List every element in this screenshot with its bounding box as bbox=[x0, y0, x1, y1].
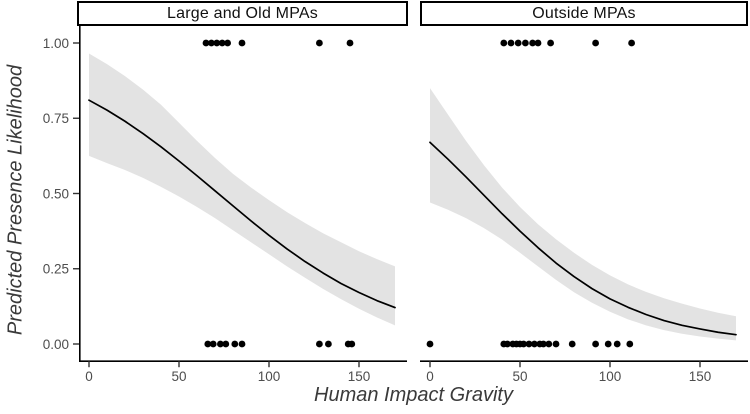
data-point-presence bbox=[316, 39, 323, 47]
data-point-absence bbox=[325, 340, 332, 348]
x-axis-tick-label: 0 bbox=[426, 369, 434, 384]
facet-strip-outside-mpas: Outside MPAs bbox=[420, 1, 748, 26]
data-point-presence bbox=[534, 39, 542, 47]
data-point-absence bbox=[540, 340, 547, 348]
data-point-absence bbox=[504, 340, 511, 348]
data-point-absence bbox=[531, 340, 538, 348]
y-axis-title: Predicted Presence Likelihood bbox=[4, 64, 27, 336]
data-point-absence bbox=[426, 340, 434, 348]
data-point-presence bbox=[522, 39, 529, 47]
data-point-absence bbox=[626, 340, 634, 348]
plot-panel-large-old-mpas: 0 50 100 150 bbox=[79, 26, 407, 384]
x-axis-tick-label: 100 bbox=[258, 369, 281, 384]
data-point-presence bbox=[346, 39, 354, 47]
confidence-ribbon bbox=[430, 88, 736, 341]
data-point-presence bbox=[514, 39, 522, 47]
data-point-absence bbox=[520, 340, 527, 348]
fit-curve bbox=[429, 141, 737, 336]
data-point-presence bbox=[547, 39, 554, 47]
data-point-absence bbox=[238, 340, 246, 348]
facet-title: Outside MPAs bbox=[532, 4, 636, 22]
data-point-absence bbox=[204, 340, 212, 348]
y-axis-tick-label: 0.00 bbox=[43, 337, 69, 352]
data-point-absence bbox=[316, 340, 323, 348]
y-axis: 0.00 0.25 0.50 0.75 1.00 bbox=[43, 36, 79, 352]
data-point-presence bbox=[202, 39, 210, 47]
data-point-presence bbox=[213, 39, 221, 47]
data-point-absence bbox=[231, 340, 239, 348]
data-point-absence bbox=[222, 340, 230, 348]
fit-curve bbox=[88, 99, 396, 309]
x-axis-tick-label: 50 bbox=[171, 369, 186, 384]
data-point-absence bbox=[613, 340, 621, 348]
facet-strip-large-old-mpas: Large and Old MPAs bbox=[77, 1, 408, 26]
data-point-presence bbox=[208, 39, 215, 47]
data-point-presence bbox=[238, 39, 246, 47]
x-axis-title: Human Impact Gravity bbox=[314, 384, 513, 406]
data-point-presence bbox=[529, 39, 536, 47]
y-axis-tick-label: 0.75 bbox=[43, 111, 69, 126]
x-axis-tick-label: 150 bbox=[689, 369, 712, 384]
data-point-absence bbox=[209, 340, 217, 348]
y-axis-tick-label: 1.00 bbox=[43, 36, 69, 51]
x-axis-tick-label: 100 bbox=[599, 369, 622, 384]
data-point-absence bbox=[217, 340, 224, 348]
data-point-absence bbox=[552, 340, 560, 348]
data-point-presence bbox=[500, 39, 508, 47]
data-point-presence bbox=[224, 39, 232, 47]
y-axis-tick-label: 0.50 bbox=[43, 186, 69, 201]
data-point-presence bbox=[507, 39, 515, 47]
data-point-absence bbox=[568, 340, 576, 348]
x-axis-tick-label: 50 bbox=[512, 369, 527, 384]
data-point-presence bbox=[628, 39, 635, 47]
x-axis-tick-label: 0 bbox=[85, 369, 93, 384]
data-point-absence bbox=[545, 340, 553, 348]
facet-title: Large and Old MPAs bbox=[167, 4, 318, 22]
data-point-absence bbox=[592, 340, 599, 348]
confidence-ribbon bbox=[89, 53, 395, 326]
y-axis-tick-label: 0.25 bbox=[43, 262, 69, 277]
data-point-presence bbox=[592, 39, 599, 47]
data-point-absence bbox=[525, 340, 533, 348]
data-point-presence bbox=[218, 39, 226, 47]
data-point-absence bbox=[348, 340, 356, 348]
x-axis-tick-label: 150 bbox=[348, 369, 371, 384]
data-point-absence bbox=[604, 340, 612, 348]
plot-panel-outside-mpas: 0 50 100 150 bbox=[420, 39, 748, 384]
